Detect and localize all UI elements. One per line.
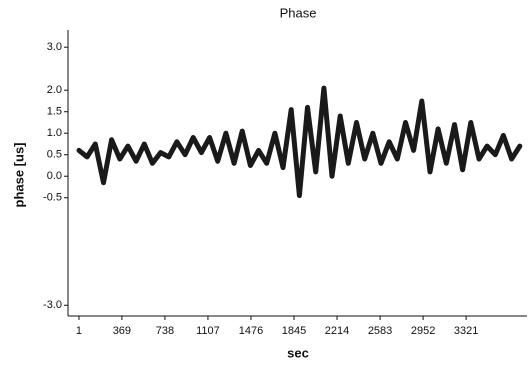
x-tick-label: 1476	[239, 325, 263, 337]
x-tick-label: 2214	[325, 325, 349, 337]
y-tick-label: 1.0	[47, 127, 62, 139]
x-tick-label: 1	[76, 325, 82, 337]
y-tick-label: -3.0	[43, 299, 62, 311]
y-axis-title: phase [us]	[11, 142, 26, 207]
x-tick-label: 2583	[368, 325, 392, 337]
x-tick-label: 1107	[196, 325, 220, 337]
y-tick-label: 2.0	[47, 84, 62, 96]
y-tick-label: 0.5	[47, 149, 62, 161]
y-tick-label: -0.5	[43, 192, 62, 204]
x-tick-label: 2952	[411, 325, 435, 337]
x-axis-title: sec	[287, 345, 309, 360]
series-line	[76, 85, 523, 199]
y-tick-label: 3.0	[47, 41, 62, 53]
x-tick-label: 1845	[282, 325, 306, 337]
chart-title: Phase	[280, 5, 317, 20]
y-tick-label: 1.5	[47, 106, 62, 118]
x-tick-label: 369	[113, 325, 131, 337]
x-tick-label: 3321	[454, 325, 478, 337]
y-tick-label: 0.0	[47, 170, 62, 182]
x-tick-label: 738	[156, 325, 174, 337]
